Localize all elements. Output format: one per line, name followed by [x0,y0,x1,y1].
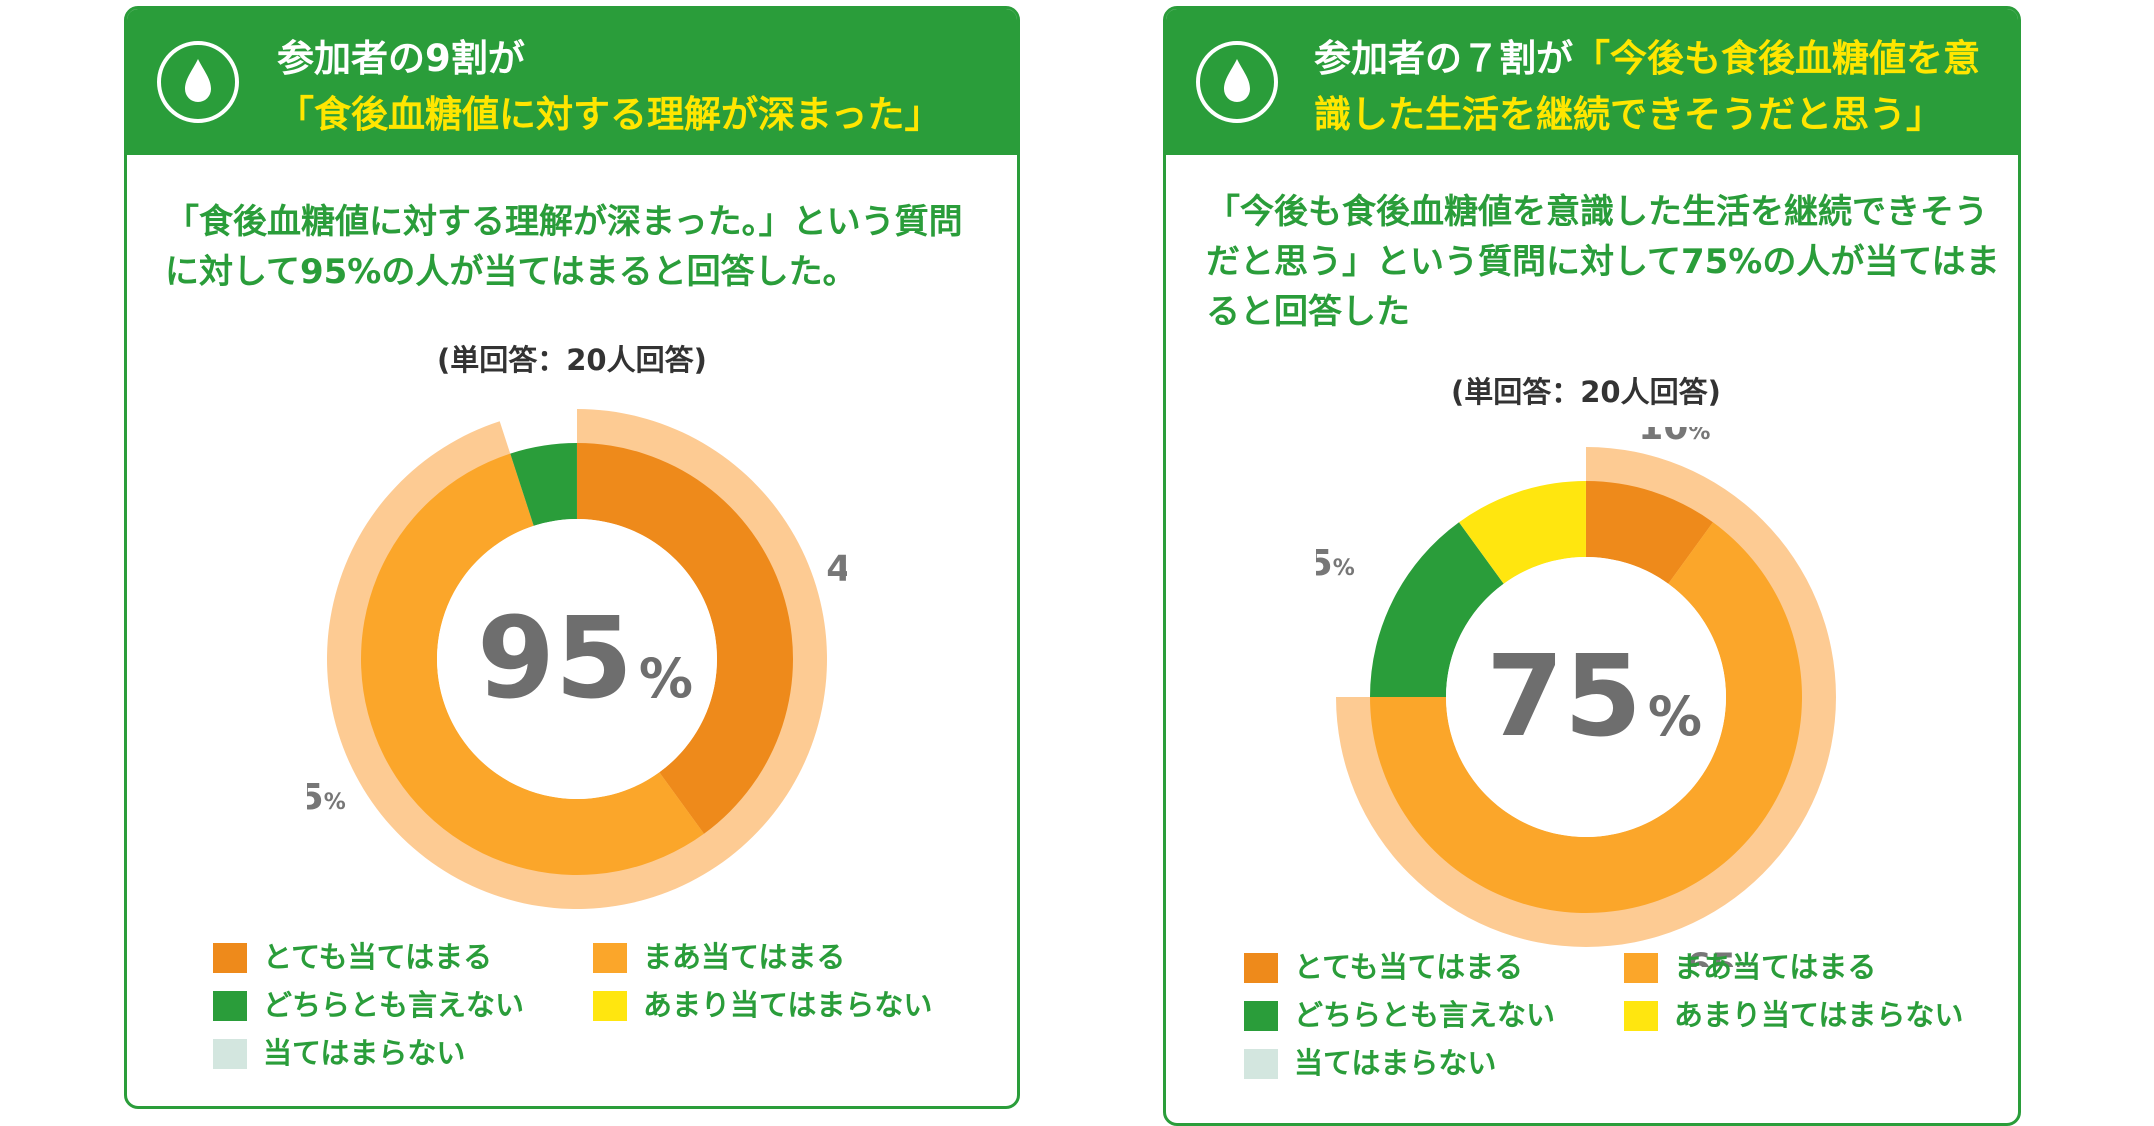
center-percentage: 95% [477,594,693,724]
header-line2: 「食後血糖値に対する理解が深まった」 [277,93,942,136]
data-label-somewhat-true: 55% [307,777,346,818]
card-header: 参加者の７割が「今後も食後血糖値を意 識した生活を継続できそうだと思う」 [1166,9,2018,155]
center-percentage: 75% [1486,632,1702,762]
legend-label: 当てはまらない [263,1036,466,1070]
legend-label: どちらとも言えない [1294,998,1556,1032]
legend-swatch [593,943,627,973]
card-header: 参加者の9割が 「食後血糖値に対する理解が深まった」 [127,9,1017,155]
segment-somewhat-true [360,453,704,875]
survey-card-continuation: 参加者の７割が「今後も食後血糖値を意 識した生活を継続できそうだと思う」 「今後… [1163,6,2021,1126]
segment-very-true [1586,481,1713,584]
legend-swatch [1624,1001,1658,1031]
water-drop-icon [157,41,239,123]
header-line1-yellow: 「今後も食後血糖値を意 [1573,37,1980,80]
water-drop-icon [1196,41,1278,123]
segment-neutral [1370,522,1504,697]
donut-center [1446,557,1726,837]
card-header-title: 参加者の9割が 「食後血糖値に対する理解が深まった」 [277,31,942,143]
data-label-not-very-true: 10% [1457,427,1529,435]
segment-neutral [510,443,577,526]
legend-swatch [213,991,247,1021]
legend-label: どちらとも言えない [263,988,525,1022]
response-note: (単回答：20人回答) [437,343,707,377]
legend-swatch [1244,953,1278,983]
header-line2: 識した生活を継続できそうだと思う」 [1314,93,1943,136]
legend-swatch [1624,953,1658,983]
response-note: (単回答：20人回答) [1451,375,1721,409]
data-label-somewhat-true: 65% [1686,946,1758,967]
legend-swatch [213,943,247,973]
card-header-title: 参加者の７割が「今後も食後血糖値を意 識した生活を継続できそうだと思う」 [1314,31,1980,143]
legend-swatch [1244,1049,1278,1079]
legend-label: とても当てはまる [1294,950,1524,984]
legend-label: あまり当てはまらない [643,988,933,1022]
donut-chart: 95%40%55%5% [307,409,847,909]
legend-label: まあ当てはまる [1674,950,1877,984]
survey-card-understanding: 参加者の9割が 「食後血糖値に対する理解が深まった」 「食後血糖値に対する理解が… [124,6,1020,1109]
legend-label: とても当てはまる [263,940,493,974]
header-line1-white: 参加者の７割が [1314,37,1573,80]
data-label-very-true: 40% [826,548,847,589]
data-label-very-true: 10% [1638,427,1710,448]
legend-label: まあ当てはまる [643,940,846,974]
legend-swatch [1244,1001,1278,1031]
data-label-neutral: 15% [1316,543,1355,584]
legend-swatch [213,1039,247,1069]
legend-swatch [593,991,627,1021]
header-line1: 参加者の9割が [277,37,525,80]
donut-chart: 75% 10% 65% 15% 10% [1316,427,1836,967]
segment-not-very-true [1459,481,1586,584]
segment-very-true [577,443,794,834]
legend-label: あまり当てはまらない [1674,998,1964,1032]
card-description: 「今後も食後血糖値を意識した生活を継続できそうだと思う」という質問に対して75%… [1206,192,2000,332]
segment-somewhat-true [1370,522,1802,913]
header-line1: 参加者の７割が「今後も食後血糖値を意 [1314,31,1980,87]
donut-center [437,519,717,799]
card-description: 「食後血糖値に対する理解が深まった。」という質問に対して95%の人が当てはまると… [165,202,963,292]
legend-label: 当てはまらない [1294,1046,1497,1080]
